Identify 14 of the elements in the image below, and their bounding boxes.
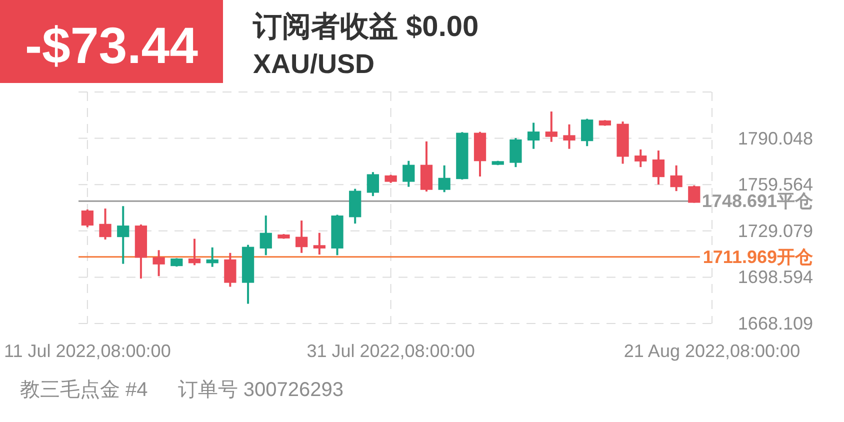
- ref-line-label: 1748.691平仓: [702, 191, 814, 212]
- chart-subtitle: XAU/USD: [253, 49, 375, 79]
- x-tick-label: 21 Aug 2022,08:00:00: [624, 341, 800, 361]
- badge: -$73.44: [0, 0, 223, 83]
- y-tick-label: 1790.048: [738, 128, 813, 148]
- ref-line-label: 1711.969开仓: [702, 246, 814, 267]
- text: 教三毛点金 #4: [20, 379, 148, 401]
- y-tick-label: 1668.109: [738, 314, 813, 334]
- x-tick-label: 31 Jul 2022,08:00:00: [306, 341, 475, 361]
- chart-title: 订阅者收益 $0.00: [252, 11, 479, 43]
- y-tick-label: 1698.594: [738, 267, 813, 288]
- text: 订单号 300726293: [178, 379, 344, 401]
- y-tick-label: 1729.079: [738, 220, 813, 241]
- x-tick-label: 11 Jul 2022,08:00:00: [4, 341, 171, 361]
